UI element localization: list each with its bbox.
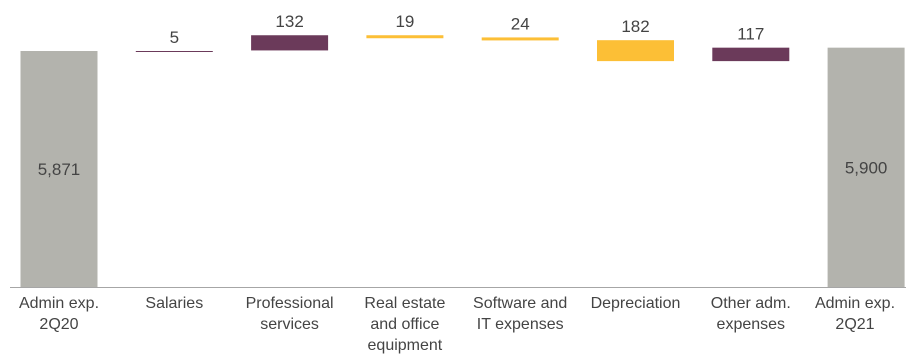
category-label-5: Depreciation	[590, 295, 681, 312]
value-label-1: 5	[170, 28, 179, 47]
category-label-0: Admin exp. 2Q20	[18, 295, 100, 333]
value-label-6: 117	[737, 25, 764, 44]
value-label-5: 182	[621, 17, 649, 36]
bar-3	[366, 35, 444, 39]
value-label-2: 132	[275, 12, 303, 31]
category-label-3: Real estate and office equipment	[364, 295, 446, 354]
bar-4	[481, 37, 559, 41]
bar-5	[597, 40, 674, 62]
value-label-0: 5,871	[38, 160, 81, 179]
category-label-2: Professional services	[245, 295, 334, 333]
bar-0	[20, 51, 98, 287]
bar-7	[827, 47, 905, 287]
value-label-4: 24	[511, 14, 530, 33]
category-label-7: Admin exp. 2Q21	[814, 295, 896, 333]
category-label-1: Salaries	[145, 295, 204, 312]
bar-6	[712, 47, 790, 62]
value-label-7: 5,900	[845, 158, 888, 177]
category-label-6: Other adm. expenses	[710, 295, 791, 333]
category-label-4: Software and IT expenses	[473, 295, 568, 333]
value-label-3: 19	[395, 12, 414, 31]
bar-2	[251, 35, 329, 51]
